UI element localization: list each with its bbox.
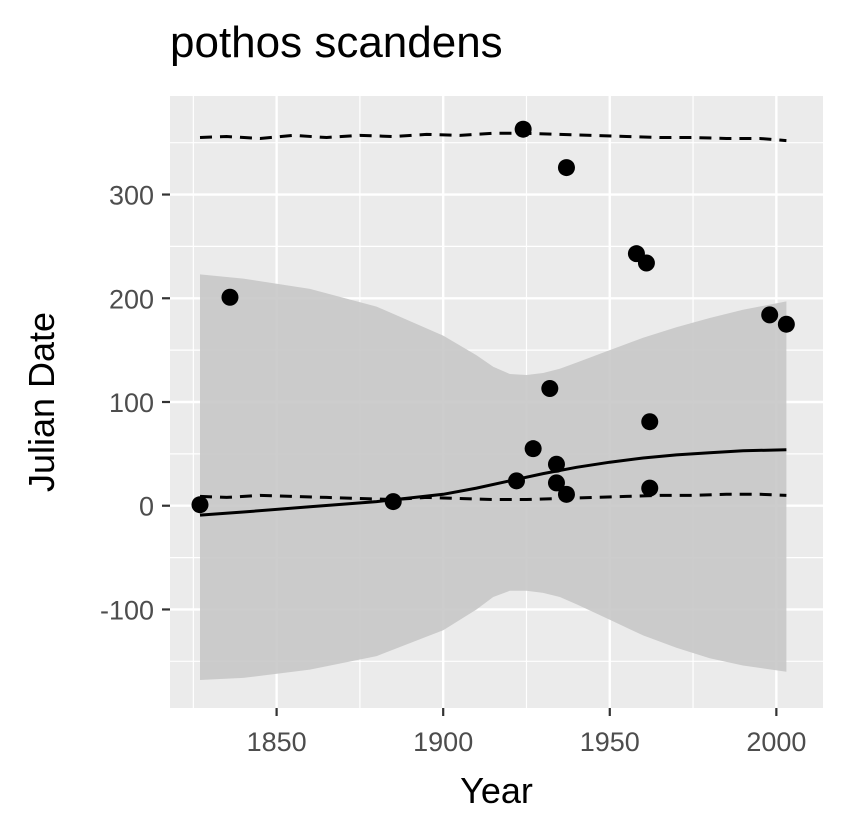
data-point (191, 496, 209, 514)
y-axis-title: Julian Date (21, 312, 62, 492)
data-point (761, 306, 779, 324)
data-point (777, 315, 795, 333)
data-point (637, 254, 655, 272)
confidence-ribbon (200, 274, 787, 680)
chart-title: pothos scandens (170, 18, 503, 67)
data-point (557, 485, 575, 503)
data-point (641, 479, 659, 497)
data-point (384, 493, 402, 511)
x-tick-label: 1850 (247, 727, 307, 757)
x-axis-ticks: 1850 1900 1950 2000 (247, 708, 806, 757)
y-tick-label: 0 (139, 492, 154, 522)
x-axis-title: Year (460, 770, 533, 811)
data-point (641, 413, 659, 431)
x-tick-label: 2000 (746, 727, 806, 757)
y-axis-ticks: -100 0 100 200 300 (100, 181, 170, 625)
x-tick-label: 1950 (580, 727, 640, 757)
y-tick-label: 200 (109, 284, 154, 314)
data-point (547, 455, 565, 473)
data-point (507, 472, 525, 490)
y-tick-label: 300 (109, 181, 154, 211)
data-point (557, 159, 575, 177)
x-tick-label: 1900 (413, 727, 473, 757)
data-points (191, 120, 795, 514)
y-tick-label: 100 (109, 388, 154, 418)
data-point (524, 440, 542, 458)
data-point (221, 288, 239, 306)
data-point (547, 474, 565, 492)
fit-line (199, 448, 787, 517)
y-tick-label: -100 (100, 595, 154, 625)
data-point (514, 120, 532, 138)
data-point (541, 380, 559, 398)
